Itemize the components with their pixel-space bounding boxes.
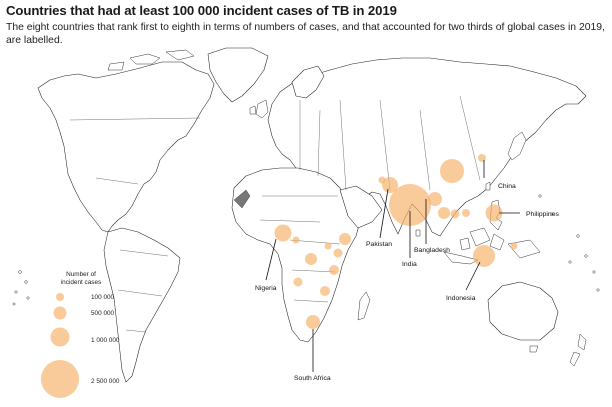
bubble-india: [389, 184, 431, 226]
bubble-ethiopia: [339, 233, 351, 245]
label-nigeria: Nigeria: [255, 285, 277, 292]
map-subtitle: The eight countries that rank first to e…: [6, 22, 605, 46]
land-scandinavia: [291, 65, 325, 99]
legend-bubble-1000000: [50, 327, 70, 347]
incidence-bubbles: [274, 154, 518, 329]
bubble-cameroon: [292, 236, 300, 244]
label-indonesia: Indonesia: [446, 295, 476, 302]
bubble-thailand: [450, 209, 460, 219]
size-legend: Number of incident cases 100 000 500 000…: [41, 271, 120, 398]
bubble-afghanistan: [378, 176, 386, 184]
legend-title-line1: Number of: [66, 271, 96, 278]
bubble-philippines: [485, 204, 503, 222]
land-south-america: [103, 227, 181, 383]
legend-title-line2: incident cases: [61, 279, 102, 286]
legend-value-2500000: 2 500 000: [91, 378, 120, 385]
landmasses: [12, 47, 600, 383]
bubble-angola: [293, 277, 303, 287]
bubble-nigeria: [274, 224, 292, 242]
land-western-sahara: [233, 189, 251, 209]
bubble-bangladesh: [428, 192, 442, 206]
land-arctic-islands: [107, 49, 195, 71]
land-uk: [249, 99, 269, 119]
bubble-kenya: [333, 248, 343, 258]
bubble-myanmar: [438, 207, 450, 219]
bubble-dr-congo: [305, 253, 317, 265]
label-leaders: [265, 160, 520, 372]
map-title: Countries that had at least 100 000 inci…: [6, 3, 397, 18]
bubble-papua: [510, 242, 518, 250]
label-bangladesh: Bangladesh: [414, 247, 450, 254]
bubble-pakistan: [382, 177, 398, 193]
bubble-china: [440, 159, 464, 183]
legend-value-500000: 500 000: [91, 310, 115, 317]
land-tasmania: [529, 345, 539, 353]
bubble-mozambique: [320, 286, 330, 296]
bubble-indonesia: [473, 245, 495, 267]
legend-value-100000: 100 000: [91, 294, 115, 301]
legend-value-1000000: 1 000 000: [91, 337, 120, 344]
legend-bubble-2500000: [41, 360, 79, 398]
bubble-vietnam: [462, 209, 470, 217]
label-india: India: [402, 261, 417, 268]
bubble-tanzania: [329, 265, 339, 275]
label-pakistan: Pakistan: [366, 241, 392, 248]
land-small-islands: [415, 181, 491, 237]
country-borders: [69, 95, 481, 333]
pacific-islets: [12, 194, 600, 306]
land-north-america: [37, 61, 215, 233]
land-indonesia-islands: [443, 227, 541, 265]
legend-bubble-500000: [53, 306, 67, 320]
land-new-zealand: [569, 333, 587, 367]
label-philippines: Philippines: [526, 211, 559, 218]
label-china: China: [498, 183, 516, 190]
land-australia: [487, 281, 559, 341]
country-labels: China Philippines Pakistan Bangladesh In…: [255, 183, 559, 382]
land-greenland: [207, 47, 269, 103]
bubble-south-africa: [306, 315, 320, 329]
label-south-africa: South Africa: [294, 375, 331, 382]
bubble-north-korea: [478, 154, 486, 162]
bubble-uganda: [324, 242, 332, 250]
land-arabia: [339, 185, 383, 229]
land-japan: [507, 131, 527, 161]
land-madagascar: [357, 291, 371, 321]
land-africa: [231, 167, 361, 343]
legend-bubble-100000: [56, 293, 64, 301]
